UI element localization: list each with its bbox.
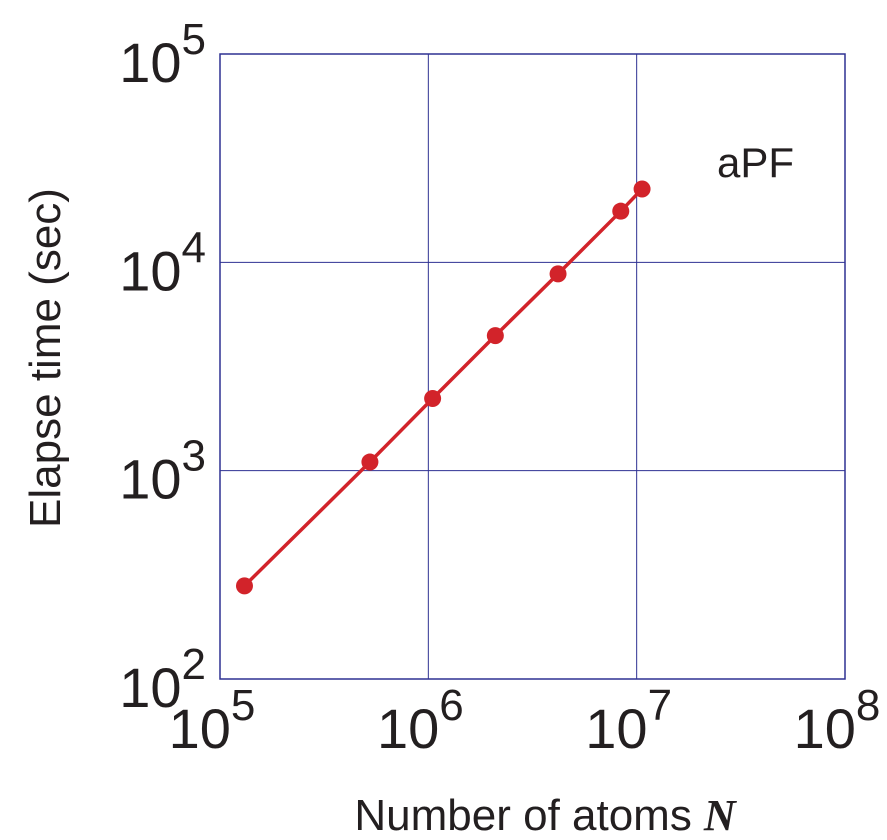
y-tick-label-exponent: 4 bbox=[182, 223, 206, 272]
data-point bbox=[612, 202, 630, 220]
data-point bbox=[633, 180, 651, 198]
x-tick-label-base: 10 bbox=[794, 697, 856, 760]
x-tick-label: 106 bbox=[377, 681, 464, 760]
series bbox=[235, 180, 651, 595]
y-tick-label-exponent: 2 bbox=[182, 640, 206, 689]
y-tick-label-base: 10 bbox=[119, 448, 181, 511]
y-tick-label: 105 bbox=[119, 15, 206, 94]
x-tick-labels: 105 106 107 108 bbox=[169, 681, 881, 760]
x-tick-label: 105 bbox=[169, 681, 256, 760]
y-tick-label-base: 10 bbox=[119, 31, 181, 94]
x-tick-label-exponent: 7 bbox=[648, 681, 672, 730]
plot-frame bbox=[219, 53, 846, 680]
x-tick-label-base: 10 bbox=[169, 697, 231, 760]
y-tick-label-exponent: 5 bbox=[182, 15, 206, 64]
data-point bbox=[361, 453, 379, 471]
series-line bbox=[243, 187, 644, 588]
y-tick-label: 103 bbox=[119, 432, 206, 511]
x-tick-label: 108 bbox=[794, 681, 881, 760]
data-point bbox=[235, 577, 253, 595]
x-axis-label-variable: N bbox=[703, 791, 738, 840]
x-axis-label-text: Number of atoms bbox=[354, 791, 691, 840]
x-tick-label-exponent: 5 bbox=[231, 681, 255, 730]
y-tick-label-base: 10 bbox=[119, 656, 181, 719]
x-tick-label-base: 10 bbox=[585, 697, 647, 760]
data-point bbox=[424, 390, 442, 408]
y-tick-label: 102 bbox=[119, 640, 206, 719]
y-tick-label-base: 10 bbox=[119, 239, 181, 302]
y-tick-label-exponent: 3 bbox=[182, 432, 206, 481]
data-point bbox=[486, 327, 504, 345]
x-tick-label-exponent: 6 bbox=[439, 681, 463, 730]
series-label-apf: aPF bbox=[717, 139, 794, 186]
y-axis-label: Elapse time (sec) bbox=[21, 188, 70, 528]
x-tick-label-exponent: 8 bbox=[856, 681, 880, 730]
x-tick-label-base: 10 bbox=[377, 697, 439, 760]
x-tick-label: 107 bbox=[585, 681, 672, 760]
data-point bbox=[549, 265, 567, 283]
y-tick-label: 104 bbox=[119, 223, 206, 302]
x-axis-label: Number of atoms N bbox=[354, 791, 737, 840]
